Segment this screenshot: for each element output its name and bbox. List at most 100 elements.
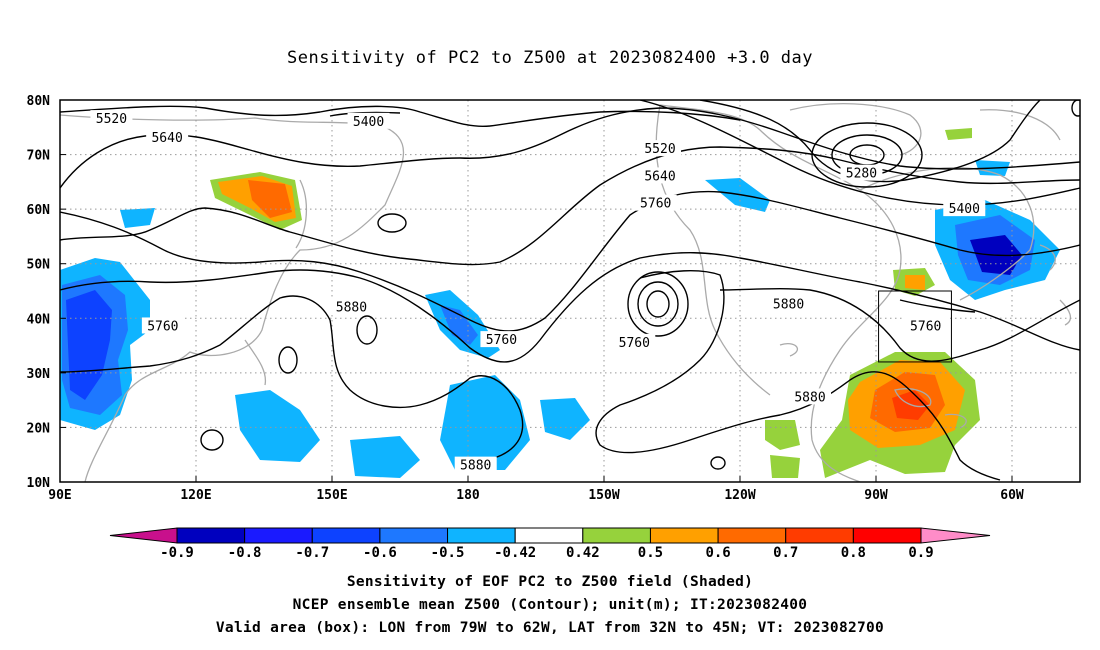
lat-axis: 80N 70N 60N 50N 40N 30N 20N 10N <box>27 94 51 491</box>
svg-text:5880: 5880 <box>460 459 491 474</box>
footer-line-2: NCEP ensemble mean Z500 (Contour); unit(… <box>292 597 808 613</box>
shade-neg-tropical-4 <box>350 436 420 478</box>
shade-neg-gulfalaska <box>705 178 770 212</box>
svg-text:5880: 5880 <box>773 298 804 313</box>
contour-label: 5880 <box>454 456 497 474</box>
lon-label: 180 <box>456 488 480 503</box>
lon-label: 90E <box>48 488 71 503</box>
svg-text:5880: 5880 <box>794 390 825 405</box>
lon-label: 120E <box>180 488 211 503</box>
colorbar-swatch <box>311 527 381 544</box>
contour-closed-3 <box>278 346 298 374</box>
shade-neg-tropical-1 <box>440 375 530 470</box>
contour-label: 5520 <box>639 140 681 157</box>
colorbar-swatch <box>717 527 787 544</box>
svg-text:5640: 5640 <box>644 169 675 184</box>
svg-text:5760: 5760 <box>640 197 671 212</box>
contour-low-5280 <box>811 122 923 188</box>
contour-5520-east <box>639 100 1080 206</box>
colorbar-tick-label: -0.9 <box>160 545 194 561</box>
contour-labels: 5520 5400 5640 5520 5640 5760 5280 5400 5880 5760… <box>90 110 986 474</box>
svg-text:5760: 5760 <box>619 336 650 351</box>
contour-5520-mid <box>489 110 741 127</box>
colorbar-swatch <box>176 527 246 544</box>
svg-text:5760: 5760 <box>147 319 178 334</box>
contour-label: 5880 <box>330 298 373 315</box>
chart-title: Sensitivity of PC2 to Z500 at 2023082400… <box>286 48 813 68</box>
contour-label: 5880 <box>767 295 810 313</box>
contour-label: 5520 <box>90 110 133 127</box>
lon-label: 150W <box>588 488 619 503</box>
sensitivity-shading <box>60 128 1060 478</box>
shade-neg-small2 <box>120 208 155 228</box>
contour-label: 5280 <box>840 164 883 182</box>
contour-closed-5 <box>710 456 726 470</box>
contour-closed-1 <box>377 213 407 233</box>
shade-pos-kamchatka-core2 <box>248 180 292 218</box>
lat-label: 40N <box>27 312 51 327</box>
contour-label: 5640 <box>639 167 681 184</box>
lat-label: 10N <box>27 476 51 491</box>
contour-5880-south <box>60 295 524 463</box>
lat-label: 50N <box>27 258 51 273</box>
contour-label: 5760 <box>613 333 656 351</box>
shade-neg-tropical-2 <box>235 390 320 462</box>
colorbar-swatch <box>852 527 922 544</box>
svg-text:5520: 5520 <box>96 112 127 127</box>
colorbar-tick-label: -0.8 <box>228 545 262 561</box>
shade-pos-mexico2 <box>770 455 800 478</box>
footer-line-1: Sensitivity of EOF PC2 to Z500 field (Sh… <box>346 574 754 590</box>
contour-5880-north-america <box>719 287 1080 362</box>
colorbar-tick-label: 0.6 <box>705 545 730 561</box>
contour-5400-east <box>699 100 1041 183</box>
colorbar-tick-label: -0.6 <box>363 545 397 561</box>
contour-label: 5640 <box>146 129 189 146</box>
colorbar-swatch <box>582 527 651 544</box>
svg-text:5760: 5760 <box>486 333 517 348</box>
shade-neg-tropical-3 <box>540 398 590 440</box>
contour-label: 5760 <box>904 317 947 334</box>
contour-label: 5760 <box>634 194 677 212</box>
colorbar-tick-label: 0.8 <box>841 545 866 561</box>
colorbar-swatch <box>785 527 854 544</box>
colorbar-labels: -0.9 -0.8 -0.7 -0.6 -0.5 -0.42 0.42 0.5 0.6 0.7 0.… <box>160 545 934 561</box>
svg-text:5520: 5520 <box>644 142 675 157</box>
footer-line-3: Valid area (box): LON from 79W to 62W, L… <box>215 620 885 636</box>
lat-label: 30N <box>27 367 51 382</box>
colorbar-tick-label: 0.42 <box>566 545 600 561</box>
svg-text:5760: 5760 <box>910 319 941 334</box>
lon-label: 120W <box>724 488 755 503</box>
contour-label: 5880 <box>789 388 831 405</box>
colorbar-tick-label: 0.7 <box>773 545 798 561</box>
colorbar-swatch <box>244 527 313 544</box>
contour-label: 5400 <box>943 200 986 217</box>
svg-text:5880: 5880 <box>336 300 367 315</box>
contour-5760-band <box>60 190 1080 332</box>
colorbar-low-extend <box>109 527 178 544</box>
svg-text:5400: 5400 <box>949 202 980 217</box>
lon-label: 60W <box>1000 488 1024 503</box>
contour-5640-west <box>60 134 461 189</box>
lon-label: 90W <box>864 488 888 503</box>
colorbar-tick-label: -0.42 <box>494 545 536 561</box>
colorbar-tick-label: 0.9 <box>908 545 933 561</box>
contour-5760-east <box>899 299 976 313</box>
shade-pos-gulf-core <box>905 275 925 290</box>
colorbar-swatch <box>379 527 449 544</box>
contour-low-5760 <box>627 271 689 337</box>
lat-label: 70N <box>27 149 51 164</box>
colorbar-swatch <box>649 527 719 544</box>
shade-pos-north <box>945 128 972 140</box>
plot-frame <box>59 99 1081 483</box>
colorbar-high-extend <box>920 527 991 544</box>
contour-closed-2 <box>356 315 378 345</box>
lat-label: 80N <box>27 94 51 109</box>
contour-closed-6 <box>1071 100 1080 117</box>
lon-label: 150E <box>316 488 347 503</box>
colorbar-tick-label: 0.5 <box>638 545 663 561</box>
valid-area-box <box>878 290 952 363</box>
svg-text:5400: 5400 <box>353 115 384 130</box>
contour-5760-west <box>60 146 1080 266</box>
